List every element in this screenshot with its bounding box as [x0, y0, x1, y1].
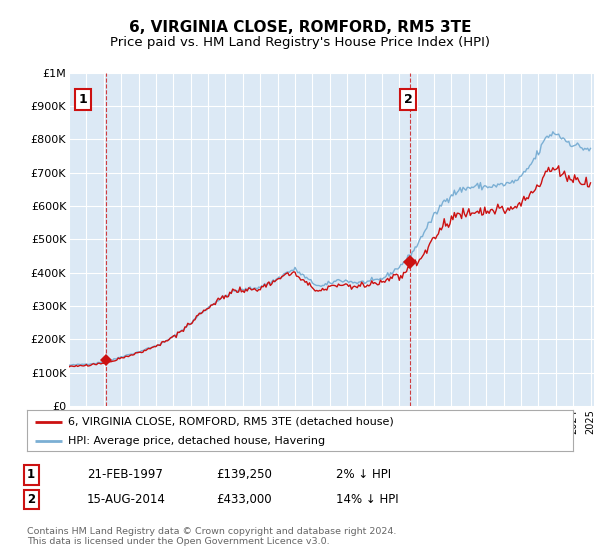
Text: £433,000: £433,000 [216, 493, 272, 506]
Text: 14% ↓ HPI: 14% ↓ HPI [336, 493, 398, 506]
Text: 6, VIRGINIA CLOSE, ROMFORD, RM5 3TE (detached house): 6, VIRGINIA CLOSE, ROMFORD, RM5 3TE (det… [68, 417, 394, 427]
Text: 2: 2 [27, 493, 35, 506]
Text: HPI: Average price, detached house, Havering: HPI: Average price, detached house, Have… [68, 436, 325, 446]
Text: £139,250: £139,250 [216, 468, 272, 482]
Text: 6, VIRGINIA CLOSE, ROMFORD, RM5 3TE: 6, VIRGINIA CLOSE, ROMFORD, RM5 3TE [129, 20, 471, 35]
Text: 2: 2 [404, 93, 412, 106]
Text: 21-FEB-1997: 21-FEB-1997 [87, 468, 163, 482]
Text: 2% ↓ HPI: 2% ↓ HPI [336, 468, 391, 482]
Text: 15-AUG-2014: 15-AUG-2014 [87, 493, 166, 506]
Text: Contains HM Land Registry data © Crown copyright and database right 2024.
This d: Contains HM Land Registry data © Crown c… [27, 527, 397, 546]
Text: Price paid vs. HM Land Registry's House Price Index (HPI): Price paid vs. HM Land Registry's House … [110, 36, 490, 49]
Text: 1: 1 [27, 468, 35, 482]
Text: 1: 1 [79, 93, 87, 106]
